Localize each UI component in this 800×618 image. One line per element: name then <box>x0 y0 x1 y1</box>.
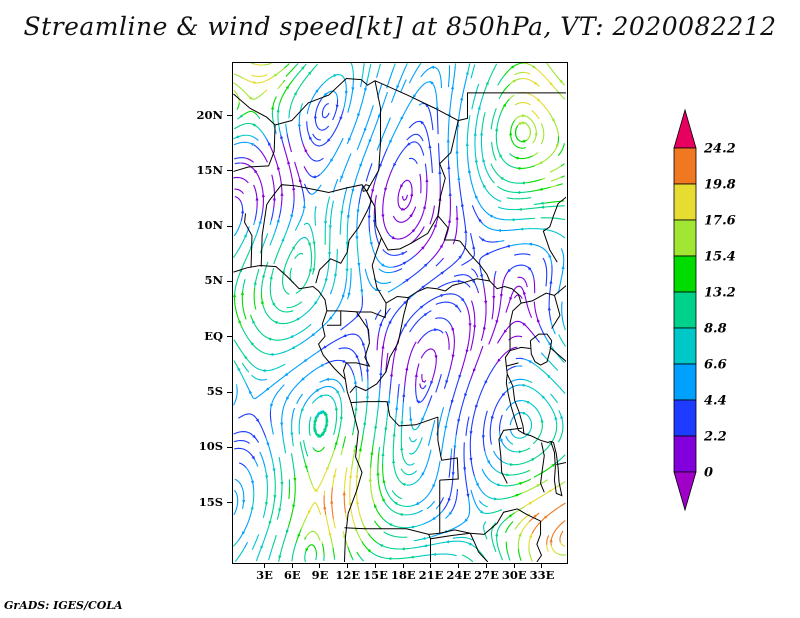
colorbar-arrow-over <box>673 108 697 149</box>
x-tick-label: 18E <box>390 568 416 582</box>
x-tick-mark <box>430 562 432 568</box>
x-tick-label: 21E <box>418 568 444 582</box>
y-tick-label: 10S <box>198 439 223 454</box>
colorbar: 24.2 19.8 17.6 15.4 13.2 8.8 6.6 4.4 2.2 0 <box>673 108 736 512</box>
y-tick-mark <box>227 280 232 282</box>
x-tick-label: 30E <box>501 568 527 582</box>
x-tick-mark <box>347 562 349 568</box>
y-tick-label: 15N <box>196 162 223 177</box>
colorbar-arrow-under <box>673 471 697 512</box>
x-tick-mark <box>291 562 293 568</box>
colorbar-label: 24.2 <box>703 142 736 157</box>
plot-area <box>232 62 568 564</box>
colorbar-segment <box>673 327 697 365</box>
x-tick-label: 3E <box>256 568 273 582</box>
colorbar-label: 13.2 <box>704 286 736 301</box>
streamline-canvas <box>233 63 566 562</box>
y-tick-label: 5N <box>204 273 223 288</box>
colorbar-label: 0 <box>704 466 713 481</box>
y-tick-mark <box>227 446 232 448</box>
y-tick-mark <box>227 502 232 504</box>
y-tick-label: 20N <box>196 107 223 122</box>
x-tick-mark <box>263 562 265 568</box>
colorbar-segment <box>673 219 697 257</box>
x-tick-label: 24E <box>446 568 472 582</box>
grads-credit: GrADS: IGES/COLA <box>4 599 123 612</box>
y-tick-label: 10N <box>196 218 223 233</box>
y-tick-label: 5S <box>206 384 223 399</box>
x-tick-label: 12E <box>335 568 361 582</box>
colorbar-segment <box>673 435 697 473</box>
colorbar-label: 8.8 <box>704 322 727 337</box>
colorbar-segment <box>673 147 697 185</box>
colorbar-segment <box>673 255 697 293</box>
x-tick-mark <box>485 562 487 568</box>
x-tick-label: 6E <box>283 568 301 582</box>
y-tick-mark <box>227 225 232 227</box>
x-tick-mark <box>513 562 515 568</box>
x-tick-mark <box>374 562 376 568</box>
y-tick-label: EQ <box>204 328 223 343</box>
colorbar-label: 15.4 <box>704 250 736 265</box>
y-tick-mark <box>227 391 232 393</box>
colorbar-segment <box>673 183 697 221</box>
x-tick-label: 9E <box>311 568 329 582</box>
y-tick-mark <box>227 336 232 338</box>
chart-title: Streamline & wind speed[kt] at 850hPa, V… <box>23 12 777 41</box>
colorbar-segment <box>673 363 697 401</box>
colorbar-label: 17.6 <box>704 214 736 229</box>
colorbar-label: 6.6 <box>704 358 727 373</box>
colorbar-label: 4.4 <box>704 394 727 409</box>
x-tick-mark <box>319 562 321 568</box>
x-tick-label: 27E <box>474 568 499 582</box>
colorbar-segment <box>673 399 697 437</box>
x-tick-mark <box>458 562 460 568</box>
x-tick-label: 33E <box>529 568 555 582</box>
x-tick-mark <box>541 562 543 568</box>
y-tick-mark <box>227 170 232 172</box>
x-tick-label: 15E <box>363 568 388 582</box>
x-tick-mark <box>402 562 404 568</box>
colorbar-label: 19.8 <box>704 178 736 193</box>
y-tick-label: 15S <box>198 494 223 509</box>
y-tick-mark <box>227 115 232 116</box>
colorbar-segment <box>673 291 697 329</box>
colorbar-label: 2.2 <box>703 430 727 445</box>
